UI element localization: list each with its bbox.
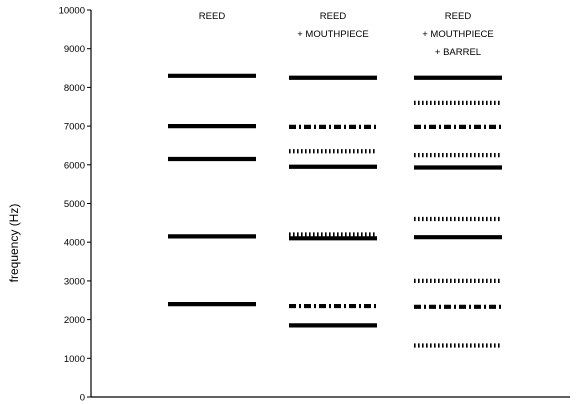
column-header-line: REED	[445, 11, 472, 22]
column-header-line: + BARREL	[435, 47, 481, 58]
column-header-line: + MOUTHPIECE	[297, 29, 369, 40]
y-tick-label: 6000	[64, 160, 85, 171]
y-axis-title: frequency (Hz)	[7, 204, 21, 283]
frequency-lines	[168, 73, 502, 348]
y-axis: 0 1000 2000 3000 4000 5000 6000 7000 8000 9000 100…	[59, 6, 92, 404]
column-headers: REED REED + MOUTHPIECE REED + MOUTHPIECE + BA…	[199, 11, 494, 58]
y-tick-label: 4000	[64, 238, 85, 249]
y-tick-label: 0	[80, 393, 85, 404]
y-tick-label: 2000	[64, 315, 85, 326]
y-tick-label: 9000	[64, 44, 85, 55]
y-tick-label: 3000	[64, 276, 85, 287]
y-tick-label: 8000	[64, 83, 85, 94]
column-header-line: REED	[320, 11, 347, 22]
y-tick-label: 1000	[64, 354, 85, 365]
column-header-line: + MOUTHPIECE	[422, 29, 494, 40]
y-tick-label: 10000	[59, 6, 85, 17]
y-tick-label: 7000	[64, 122, 85, 133]
y-tick-label: 5000	[64, 199, 85, 210]
column-header-line: REED	[199, 11, 226, 22]
